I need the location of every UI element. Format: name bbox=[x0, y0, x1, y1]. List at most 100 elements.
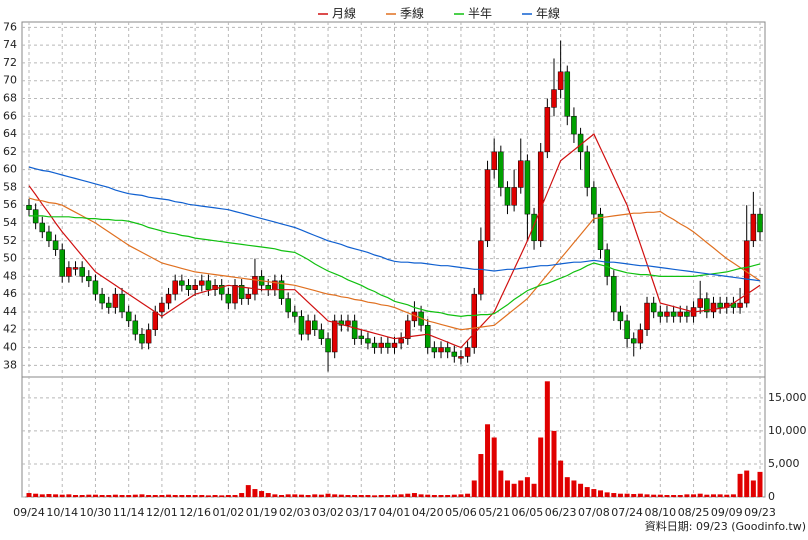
x-tick-label: 06/23 bbox=[545, 506, 577, 519]
candle-body bbox=[132, 320, 139, 335]
candle-body bbox=[391, 342, 398, 348]
y-tick-label: 68 bbox=[3, 91, 17, 104]
volume-bar bbox=[458, 494, 464, 497]
candle-body bbox=[438, 347, 444, 353]
candle-body bbox=[172, 280, 178, 295]
volume-bar bbox=[425, 494, 431, 497]
candle-body bbox=[338, 320, 345, 326]
ma-line bbox=[29, 215, 761, 318]
volume-bar bbox=[531, 483, 537, 497]
x-tick-label: 10/14 bbox=[46, 506, 78, 519]
volume-bar bbox=[411, 493, 417, 497]
volume-bar bbox=[730, 494, 736, 497]
x-tick-label: 08/10 bbox=[644, 506, 676, 519]
volume-bar bbox=[358, 495, 364, 497]
y-tick-label: 70 bbox=[3, 74, 17, 87]
x-tick-label: 02/03 bbox=[279, 506, 311, 519]
candle-body bbox=[551, 89, 557, 108]
candle-body bbox=[464, 347, 471, 357]
y-tick-label: 58 bbox=[3, 180, 17, 193]
volume-bar bbox=[205, 495, 211, 497]
candle-body bbox=[737, 302, 743, 308]
volume-bar bbox=[691, 494, 697, 497]
volume-bar bbox=[717, 494, 723, 497]
x-tick-label: 08/25 bbox=[678, 506, 710, 519]
x-tick-label: 12/16 bbox=[179, 506, 211, 519]
candle-body bbox=[617, 311, 624, 322]
x-tick-label: 09/09 bbox=[711, 506, 743, 519]
candle-body bbox=[305, 320, 311, 335]
candle-body bbox=[285, 298, 291, 313]
volume-bar bbox=[385, 495, 391, 497]
y-tick-label: 52 bbox=[3, 234, 17, 247]
candle-body bbox=[431, 347, 438, 353]
volume-bar bbox=[558, 460, 564, 497]
volume-bar bbox=[478, 454, 484, 497]
candle-body bbox=[232, 285, 238, 304]
volume-bar bbox=[651, 494, 657, 497]
ma-line bbox=[28, 166, 761, 282]
candle-body bbox=[66, 267, 72, 277]
candle-body bbox=[46, 231, 52, 242]
candle-body bbox=[398, 338, 404, 344]
candle-body bbox=[511, 187, 517, 206]
candle-body bbox=[757, 213, 763, 233]
volume-bar bbox=[92, 494, 98, 497]
candle-body bbox=[325, 338, 331, 353]
volume-bar bbox=[684, 494, 690, 497]
candle-body bbox=[750, 213, 757, 242]
legend-label: 季線 bbox=[400, 6, 424, 21]
candle-body bbox=[298, 316, 305, 335]
volume-bar bbox=[617, 493, 623, 497]
volume-bar bbox=[544, 381, 550, 497]
volume-bar bbox=[106, 495, 112, 497]
volume-bar bbox=[418, 494, 424, 497]
candle-body bbox=[218, 285, 225, 295]
candle-body bbox=[557, 71, 564, 90]
candle-body bbox=[458, 356, 464, 359]
candle-body bbox=[611, 276, 617, 313]
volume-bar bbox=[644, 494, 650, 497]
candle-body bbox=[444, 347, 451, 353]
volume-bar bbox=[305, 495, 311, 497]
candle-body bbox=[537, 151, 544, 242]
candle-body bbox=[591, 187, 597, 215]
candle-body bbox=[39, 222, 46, 233]
candle-body bbox=[165, 293, 172, 304]
x-tick-label: 03/02 bbox=[312, 506, 344, 519]
candle-body bbox=[351, 320, 358, 339]
plot-frame bbox=[21, 21, 766, 498]
volume-bar bbox=[724, 494, 730, 497]
candle-body bbox=[238, 285, 245, 299]
volume-bar bbox=[192, 495, 198, 497]
candle-body bbox=[630, 338, 637, 344]
volume-bar bbox=[465, 493, 471, 497]
volume-bar bbox=[33, 493, 39, 497]
candle-body bbox=[92, 280, 99, 295]
volume-bar bbox=[166, 494, 172, 497]
y-tick-label: 38 bbox=[3, 358, 17, 371]
candle-body bbox=[365, 338, 371, 344]
candle-body bbox=[358, 335, 365, 339]
y-tick-label: 46 bbox=[3, 287, 17, 300]
volume-bar bbox=[591, 489, 597, 497]
candle-body bbox=[484, 169, 491, 242]
volume-bar bbox=[611, 493, 617, 497]
volume-bar bbox=[598, 490, 604, 497]
candle-body bbox=[697, 298, 703, 308]
volume-bar bbox=[99, 495, 105, 497]
y-tick-label: 56 bbox=[3, 198, 17, 211]
volume-bar bbox=[73, 495, 79, 497]
candle-body bbox=[544, 107, 551, 153]
volume-bar bbox=[66, 494, 72, 497]
candle-body bbox=[26, 204, 32, 210]
volume-bar bbox=[677, 495, 683, 497]
candle-body bbox=[677, 311, 684, 317]
volume-bar bbox=[578, 483, 584, 497]
candle-body bbox=[650, 302, 657, 313]
volume-bar bbox=[511, 483, 517, 497]
volume-bar bbox=[212, 495, 218, 497]
volume-bar bbox=[631, 494, 637, 497]
candle-body bbox=[245, 293, 252, 299]
candle-body bbox=[498, 151, 504, 188]
